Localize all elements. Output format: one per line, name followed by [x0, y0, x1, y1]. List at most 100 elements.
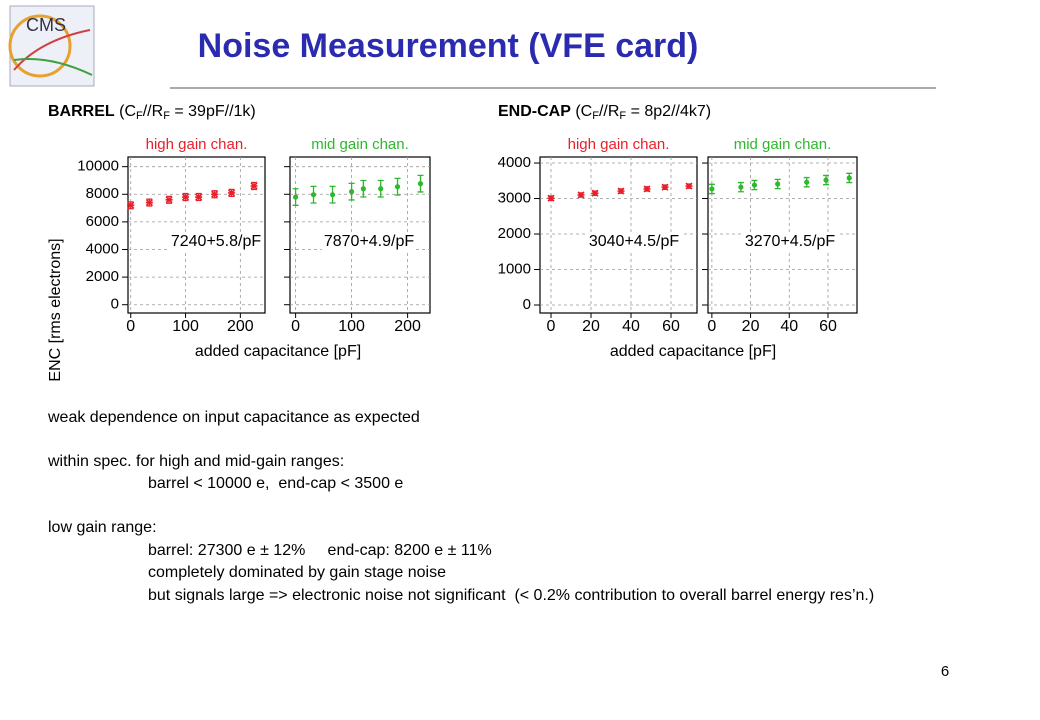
y-tick-label: 8000	[86, 185, 119, 202]
y-axis-label: ENC [rms electrons]	[47, 238, 64, 381]
x-tick-label: 200	[227, 318, 254, 335]
subscript: F	[619, 110, 626, 122]
marker	[378, 186, 384, 192]
section-name: BARREL	[48, 103, 115, 120]
section-text: //R	[599, 103, 619, 120]
section-name: END-CAP	[498, 103, 571, 120]
marker	[360, 186, 366, 192]
series-label: high gain chan.	[568, 136, 670, 153]
marker	[127, 201, 135, 209]
body-line: low gain range:	[48, 519, 157, 536]
subscript: F	[592, 110, 599, 122]
marker	[591, 189, 599, 197]
subscript: F	[136, 110, 143, 122]
page-number: 6	[941, 663, 949, 680]
section-text: (C	[115, 103, 136, 120]
fit-box	[322, 232, 416, 251]
x-tick-label: 0	[126, 318, 135, 335]
marker	[211, 190, 219, 198]
fit-box	[169, 232, 263, 251]
y-tick-label: 10000	[77, 158, 119, 175]
fit-label: 7240+5.8/pF	[171, 233, 262, 250]
x-axis-label: added capacitance [pF]	[610, 343, 776, 360]
marker	[804, 179, 810, 185]
marker	[329, 192, 336, 198]
marker	[145, 198, 153, 207]
body-line: within spec. for high and mid-gain range…	[47, 453, 344, 470]
marker	[310, 192, 317, 198]
y-tick-label: 0	[111, 296, 119, 313]
marker	[709, 186, 715, 192]
fit-label: 7870+4.9/pF	[324, 233, 415, 250]
x-tick-label: 0	[547, 318, 556, 335]
x-axis-label: added capacitance [pF]	[195, 343, 361, 360]
marker	[417, 181, 424, 187]
marker	[685, 182, 693, 190]
marker	[349, 189, 355, 195]
marker	[846, 175, 852, 181]
logo-text: CMS	[26, 15, 66, 35]
section-label: BARREL (CF//RF = 39pF//1k)	[48, 103, 256, 122]
subscript: F	[163, 110, 170, 122]
logo: CMS	[8, 5, 95, 87]
logo-track	[13, 58, 93, 76]
series-label: high gain chan.	[146, 136, 248, 153]
body-line: barrel: 27300 e ± 12% end-cap: 8200 e ± …	[148, 542, 492, 559]
y-tick-label: 0	[523, 296, 531, 313]
marker	[181, 193, 190, 201]
marker	[823, 177, 829, 183]
marker	[738, 184, 744, 190]
x-tick-label: 100	[338, 318, 365, 335]
marker	[617, 187, 625, 195]
series-label: mid gain chan.	[734, 136, 832, 153]
marker	[165, 196, 173, 204]
x-tick-label: 40	[780, 318, 798, 335]
section-text: //R	[143, 103, 163, 120]
series-label: mid gain chan.	[311, 136, 409, 153]
marker	[228, 189, 236, 197]
marker	[250, 182, 258, 190]
logo-ring	[8, 14, 72, 78]
marker	[394, 184, 401, 190]
y-tick-label: 3000	[498, 189, 531, 206]
x-tick-label: 60	[662, 318, 680, 335]
marker	[751, 182, 758, 188]
section-text: = 8p2//4k7)	[626, 103, 711, 120]
y-tick-label: 4000	[498, 154, 531, 171]
y-tick-label: 2000	[498, 225, 531, 242]
slide-title: Noise Measurement (VFE card)	[198, 27, 699, 65]
x-tick-label: 0	[291, 318, 300, 335]
marker	[661, 183, 669, 191]
marker	[577, 191, 585, 199]
fit-label: 3270+4.5/pF	[745, 233, 836, 250]
marker	[775, 181, 781, 187]
x-tick-label: 200	[394, 318, 421, 335]
y-tick-label: 1000	[498, 260, 531, 277]
body-line: barrel < 10000 e, end-cap < 3500 e	[148, 475, 403, 492]
y-tick-label: 4000	[86, 240, 119, 257]
logo-track	[13, 29, 91, 71]
fit-label: 3040+4.5/pF	[589, 233, 680, 250]
section-text: (C	[571, 103, 592, 120]
x-tick-label: 20	[742, 318, 760, 335]
section-text: = 39pF//1k)	[170, 103, 256, 120]
body-line: weak dependence on input capacitance as …	[47, 409, 420, 426]
body-line: completely dominated by gain stage noise	[148, 564, 446, 581]
x-tick-label: 20	[582, 318, 600, 335]
marker	[643, 185, 651, 193]
fit-box	[587, 232, 681, 251]
section-label: END-CAP (CF//RF = 8p2//4k7)	[498, 103, 711, 122]
x-tick-label: 100	[172, 318, 199, 335]
fit-box	[743, 232, 837, 251]
y-tick-label: 2000	[86, 268, 119, 285]
y-tick-label: 6000	[86, 213, 119, 230]
x-tick-label: 0	[707, 318, 716, 335]
marker	[293, 194, 299, 200]
x-tick-label: 60	[819, 318, 837, 335]
marker	[195, 193, 203, 201]
x-tick-label: 40	[622, 318, 640, 335]
body-line: but signals large => electronic noise no…	[148, 587, 874, 604]
